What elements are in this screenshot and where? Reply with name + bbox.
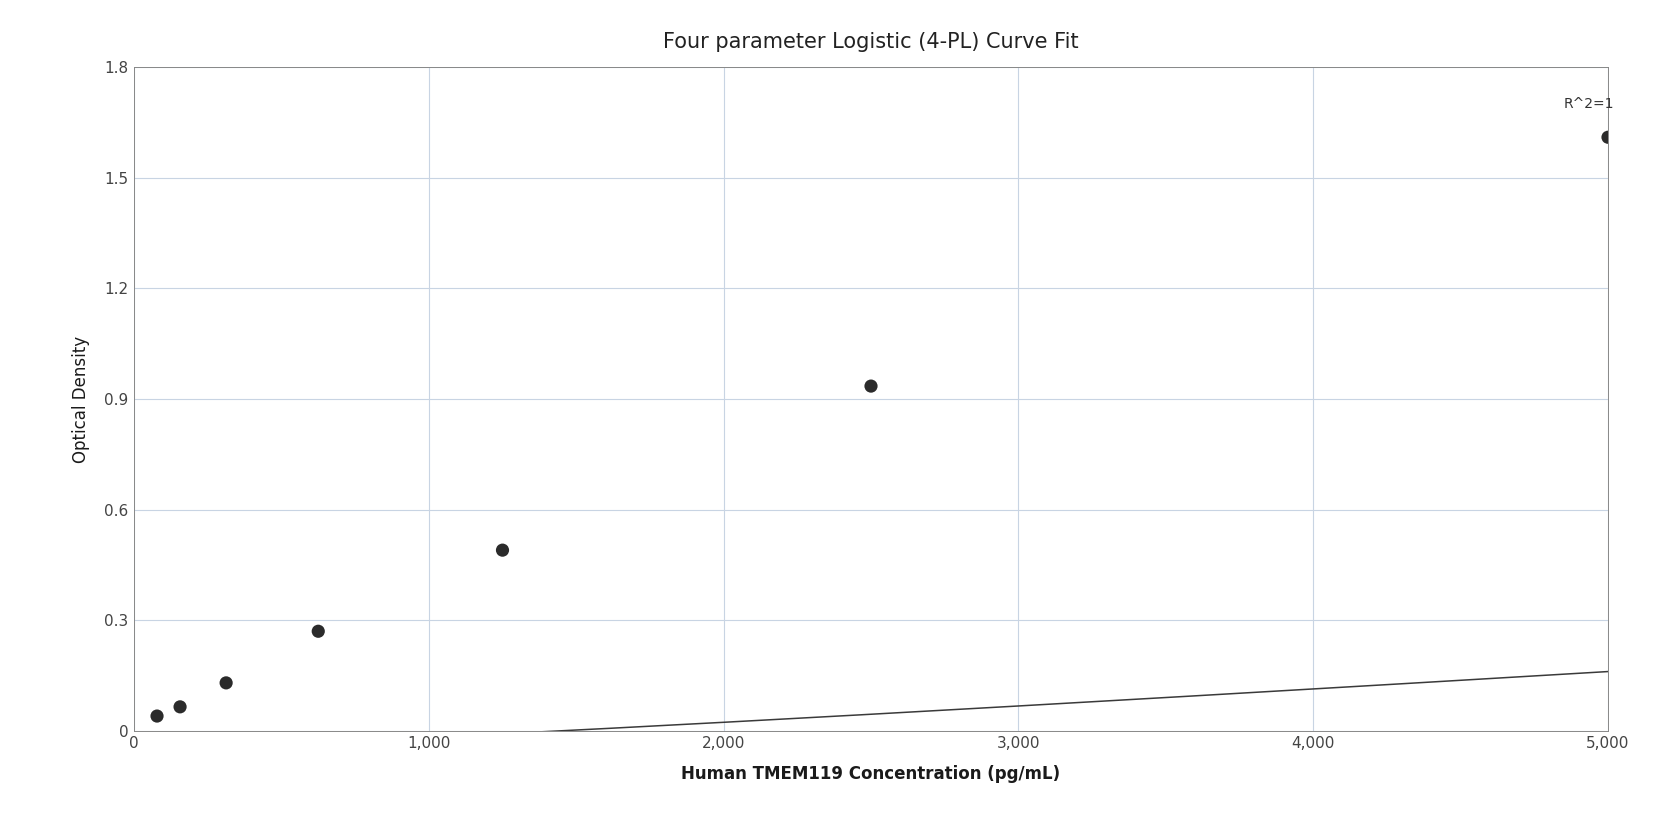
Title: Four parameter Logistic (4-PL) Curve Fit: Four parameter Logistic (4-PL) Curve Fit [663, 32, 1079, 52]
Y-axis label: Optical Density: Optical Density [72, 335, 90, 463]
Point [168, 700, 193, 713]
Point [213, 676, 240, 690]
Point [489, 543, 516, 557]
Point [1595, 130, 1621, 144]
Point [305, 625, 332, 638]
Text: R^2=1: R^2=1 [1564, 97, 1615, 111]
X-axis label: Human TMEM119 Concentration (pg/mL): Human TMEM119 Concentration (pg/mL) [682, 765, 1060, 783]
Point [858, 380, 884, 393]
Point [144, 709, 171, 722]
